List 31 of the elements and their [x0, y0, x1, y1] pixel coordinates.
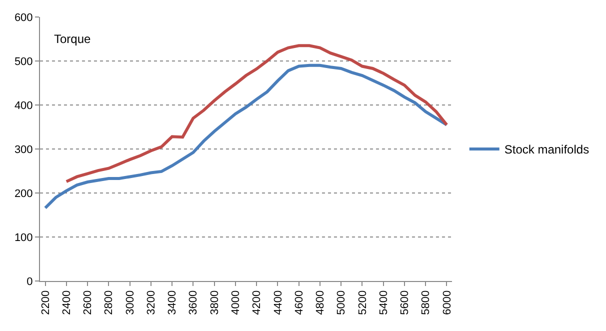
- x-tick-label: 5400: [378, 290, 390, 315]
- x-tick-label: 5200: [356, 290, 369, 315]
- x-tick-label: 2600: [82, 290, 94, 315]
- x-tick-label: 3800: [208, 290, 221, 315]
- y-tick-label: 100: [14, 232, 33, 244]
- y-tick-label: 200: [14, 188, 33, 200]
- x-tick-label: 5800: [420, 290, 432, 315]
- y-tick-label: 500: [14, 56, 33, 68]
- y-tick-label: 300: [14, 144, 33, 156]
- x-tick-label: 4200: [251, 290, 264, 315]
- line-series: [44, 64, 448, 210]
- x-tick-label: 4000: [230, 290, 242, 315]
- legend-label: Stock manifolds: [504, 142, 590, 157]
- x-tick-label: 2400: [60, 290, 73, 315]
- x-tick-label: 4800: [314, 290, 327, 315]
- line-series: [64, 44, 448, 184]
- x-tick-label: 6000: [441, 290, 454, 315]
- y-tick-label: 0: [26, 276, 33, 288]
- x-tick-label: 3000: [124, 290, 136, 315]
- y-tick-label: 600: [14, 12, 33, 24]
- x-tick-label: 4400: [272, 290, 284, 315]
- x-tick-label: 5600: [399, 290, 412, 315]
- x-tick-label: 2200: [40, 290, 52, 315]
- x-tick-label: 4600: [293, 290, 306, 315]
- x-tick-label: 2800: [103, 290, 116, 315]
- y-tick-label: 400: [14, 100, 33, 112]
- text: Torque: [54, 32, 92, 46]
- x-tick-label: 5000: [336, 290, 348, 315]
- x-tick-label: 3200: [145, 290, 158, 315]
- x-tick-label: 3600: [188, 290, 200, 315]
- x-tick-label: 3400: [166, 290, 179, 315]
